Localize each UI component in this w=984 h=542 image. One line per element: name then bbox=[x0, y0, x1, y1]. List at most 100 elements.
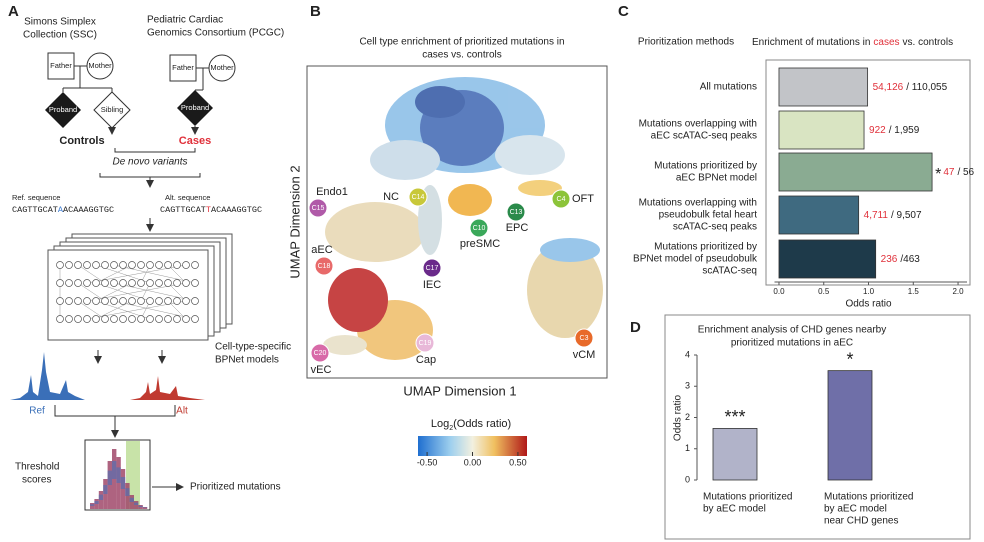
cluster-id: C14 bbox=[412, 194, 425, 201]
title-part: vs. controls bbox=[903, 37, 954, 48]
models-label: BPNet models bbox=[215, 355, 279, 366]
sequence-title: Alt. sequence bbox=[165, 193, 210, 202]
cluster-id: C4 bbox=[557, 196, 566, 203]
case-count: 4,711 bbox=[864, 210, 889, 221]
category-label: aEC BPNet model bbox=[676, 173, 757, 184]
seq-part: ACAAAGGTGC bbox=[211, 205, 262, 215]
methods-title: Prioritization methods bbox=[638, 37, 734, 48]
father-node bbox=[169, 54, 197, 82]
panel-c: C Prioritization methods Enrichment of mut… bbox=[618, 3, 975, 310]
seq-part: CAGTTGCAT bbox=[160, 205, 206, 215]
cluster-name: EPC bbox=[506, 222, 529, 234]
category-label: by aEC model bbox=[824, 504, 887, 515]
cluster-id: C15 bbox=[312, 205, 325, 212]
category-label: aEC scATAC-seq peaks bbox=[651, 131, 757, 142]
network-node bbox=[137, 315, 145, 323]
count-label: 54,126/ 110,055 bbox=[873, 82, 948, 93]
cells bbox=[527, 242, 603, 338]
significance: * bbox=[846, 349, 853, 369]
node-text: Mother bbox=[88, 61, 112, 70]
cohort-name: Pediatric Cardiac bbox=[147, 15, 223, 26]
network-edge bbox=[167, 282, 187, 302]
cluster-name: IEC bbox=[423, 279, 441, 291]
seq-part: CAGTTGCAT bbox=[12, 205, 58, 215]
pedigree-line bbox=[62, 65, 113, 92]
network-node bbox=[191, 279, 199, 287]
father-node bbox=[47, 52, 75, 80]
node-text: Proband bbox=[181, 103, 209, 112]
network-node bbox=[101, 279, 109, 287]
ref-track bbox=[10, 352, 85, 400]
bracket bbox=[114, 148, 196, 153]
network-node bbox=[65, 297, 73, 305]
network-node bbox=[164, 279, 172, 287]
network-node bbox=[155, 279, 163, 287]
category-label: Mutations prioritized by bbox=[654, 242, 757, 253]
network-node bbox=[182, 261, 190, 269]
cells bbox=[540, 238, 600, 262]
y-tick-label: 3 bbox=[685, 381, 690, 391]
network-node bbox=[119, 297, 127, 305]
x-tick-label: 0.5 bbox=[818, 287, 830, 296]
colorbar-tick-label: -0.50 bbox=[417, 457, 438, 467]
panel-label: A bbox=[8, 3, 19, 20]
network-node bbox=[110, 297, 118, 305]
category-label: near CHD genes bbox=[824, 516, 898, 527]
hist-bar bbox=[90, 504, 95, 506]
count-label: 922/ 1,959 bbox=[869, 125, 920, 136]
count-label: 4,711/ 9,507 bbox=[864, 210, 922, 221]
colorbar-title-part: Log bbox=[431, 418, 449, 430]
models-label: Cell-type-specific bbox=[215, 342, 291, 353]
node-text: Proband bbox=[49, 105, 77, 114]
cluster-id: C13 bbox=[510, 209, 523, 216]
colorbar bbox=[418, 436, 527, 456]
network-node bbox=[164, 261, 172, 269]
cluster-id: C20 bbox=[314, 350, 327, 357]
network-node bbox=[110, 279, 118, 287]
category-label: BPNet model of pseudobulk bbox=[633, 254, 758, 265]
panel-a: A Simons Simplex Collection (SSC) Pediat… bbox=[8, 3, 291, 511]
network-node bbox=[173, 279, 181, 287]
bracket bbox=[99, 173, 201, 178]
network-node bbox=[137, 261, 145, 269]
histogram bbox=[90, 449, 148, 509]
network-node bbox=[146, 279, 154, 287]
network-node bbox=[83, 297, 91, 305]
network-node bbox=[182, 297, 190, 305]
x-tick-label: 1.5 bbox=[908, 287, 920, 296]
alt-track bbox=[130, 376, 205, 400]
cluster-node bbox=[506, 202, 526, 222]
category-label: scATAC-seq bbox=[702, 266, 757, 277]
network-edge bbox=[113, 300, 196, 320]
bar bbox=[778, 195, 860, 235]
network-edge bbox=[95, 264, 133, 284]
cluster-node bbox=[314, 256, 334, 276]
de-novo-label: De novo variants bbox=[112, 157, 187, 168]
network-node bbox=[110, 315, 118, 323]
bar bbox=[712, 428, 758, 481]
chart-title: Enrichment of mutations in cases vs. contr… bbox=[752, 37, 953, 48]
cluster-name: vEC bbox=[311, 364, 332, 376]
cluster-name: Endo1 bbox=[316, 186, 348, 198]
sequence-title: Ref. sequence bbox=[12, 193, 60, 202]
colorbar-title-sub: 2 bbox=[449, 425, 453, 432]
network-edge bbox=[113, 264, 196, 284]
network-node bbox=[182, 279, 190, 287]
y-tick-label: 4 bbox=[685, 349, 690, 359]
count-label: * 47/ 56 bbox=[935, 166, 974, 183]
cluster-id: C18 bbox=[318, 263, 331, 270]
cluster-node bbox=[310, 343, 330, 363]
network-node bbox=[155, 261, 163, 269]
cells bbox=[518, 180, 562, 196]
network-node bbox=[83, 279, 91, 287]
x-axis-label: UMAP Dimension 1 bbox=[403, 383, 516, 398]
cells bbox=[323, 335, 367, 355]
panel-frame bbox=[765, 59, 971, 286]
network-node bbox=[119, 315, 127, 323]
group-label: Controls bbox=[59, 135, 104, 147]
category-label: by aEC model bbox=[703, 504, 766, 515]
proband-node bbox=[177, 90, 213, 126]
y-tick-label: 2 bbox=[685, 412, 690, 422]
network-node bbox=[65, 261, 73, 269]
colorbar-ticks: -0.50 0.00 0.50 bbox=[417, 452, 527, 467]
